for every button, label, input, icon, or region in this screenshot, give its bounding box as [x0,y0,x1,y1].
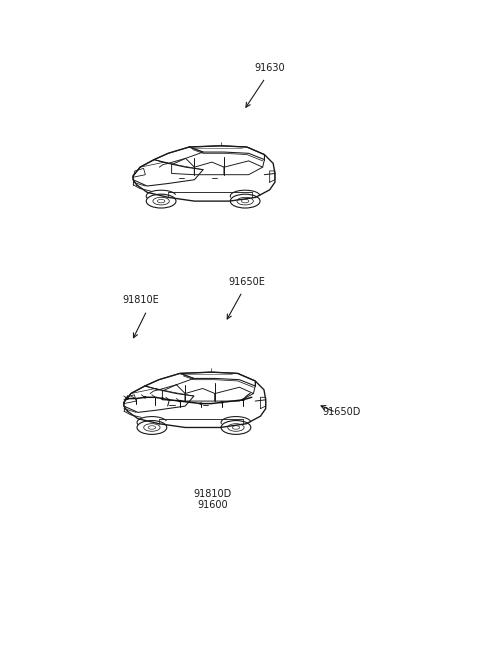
Ellipse shape [144,397,146,398]
Ellipse shape [200,403,202,404]
Ellipse shape [179,401,181,402]
Text: 91600: 91600 [197,500,228,510]
Text: 91630: 91630 [254,63,285,73]
Text: 91810D: 91810D [193,489,231,498]
Text: 91650D: 91650D [322,407,360,417]
Text: 91650E: 91650E [228,276,265,287]
Text: 91810E: 91810E [122,295,159,305]
Ellipse shape [126,398,129,399]
Ellipse shape [221,402,223,403]
Ellipse shape [161,398,164,399]
